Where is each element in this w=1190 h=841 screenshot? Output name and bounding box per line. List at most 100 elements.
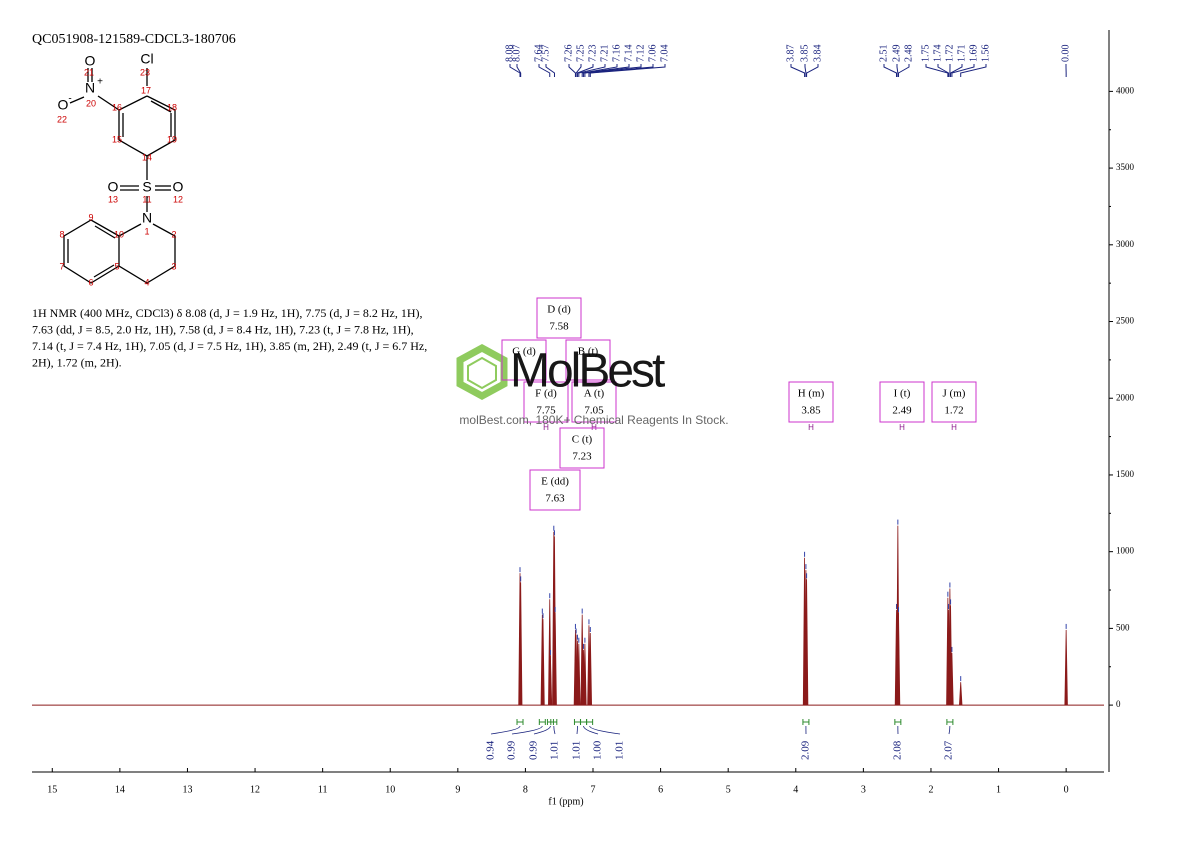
x-tick-label: 13 [182,784,192,795]
multiplet-box [788,381,834,423]
atom-label: 8 [59,229,64,239]
peak-label: 1.56 [980,45,991,63]
multiplet-label: A (t) [584,388,605,400]
atom-label: - [68,94,71,105]
multiplet-box [559,427,605,469]
peak [577,643,581,706]
peak-label: 1.69 [968,45,979,63]
atom-label: 19 [167,134,177,144]
peak-label-connector [509,64,521,77]
peak-label-connector [925,64,949,77]
multiplet-label: C (t) [572,434,593,446]
multiplet-label: H (m) [798,388,825,400]
peak-label: 2.48 [903,45,914,63]
integral-mark [946,719,954,725]
atom-label: 7 [59,261,64,271]
integral-mark [586,719,594,725]
x-tick-label: 9 [455,784,460,795]
nmr-description: 1H NMR (400 MHz, CDCl3) δ 8.08 (d, J = 1… [32,306,423,320]
atom-label: 12 [173,194,183,204]
peak-label-connector [951,64,975,77]
x-axis-label: f1 (ppm) [548,796,583,807]
atom-label: 17 [141,85,151,95]
multiplet-label: J (m) [943,388,966,400]
peak-label-connector [583,64,630,77]
x-tick-label: 8 [523,784,528,795]
x-tick-label: 6 [658,784,663,795]
peak-label: 7.57 [540,45,551,63]
peak-label: 7.21 [599,45,610,63]
peak-label: 7.04 [659,45,670,63]
atom-label: 9 [88,212,93,222]
peak-label: 2.51 [878,45,889,63]
peak-label: 1.71 [956,45,967,63]
multiplet-shift: 7.23 [572,451,592,463]
peak-label-connector [806,64,819,77]
x-tick-label: 15 [47,784,57,795]
peak-label-connector [516,64,522,77]
peak-label-connector [538,64,551,77]
atom-label: 21 [84,67,94,77]
peak-label-connector [581,64,618,77]
peak-label: 7.14 [623,45,634,63]
y-tick-label: 3500 [1116,162,1135,172]
peak [896,613,901,706]
atom-label: 22 [57,114,67,124]
atom-label: 13 [108,194,118,204]
multiplet-box [523,381,569,423]
integral-label: 1.01 [549,741,561,760]
peak-label-connector [575,64,582,77]
integral-mark [516,719,524,725]
atom-label: 1 [144,226,149,236]
integral-label: 1.01 [571,741,583,760]
peak-label: 7.16 [611,45,622,63]
integral-mark [802,719,810,725]
peak-label: 8.07 [511,45,522,63]
peak-label-connector [804,64,807,77]
multiplet-shift: 7.75 [536,405,556,417]
multiplet-box [879,381,925,423]
watermark-subtitle: molBest.com, 180K+ Chemical Reagents In … [459,413,728,427]
atom-label: 10 [114,229,124,239]
atom-label: 6 [88,277,93,287]
y-tick-label: 4000 [1116,85,1135,95]
multiplet-box [529,469,581,511]
peak-label: 8.08 [504,45,515,63]
peak-label-connector [898,64,910,77]
peak-label: 1.72 [944,45,955,63]
y-tick-label: 2000 [1116,392,1135,402]
atom-label: + [97,77,103,88]
peak [804,579,809,706]
multiplet-marker: H [951,423,957,432]
x-tick-label: 11 [318,784,328,795]
x-tick-label: 4 [793,784,798,795]
integral-label: 0.94 [485,740,497,760]
integral-mark [538,719,546,725]
atom-label: Cl [140,51,153,67]
integral-connector [511,725,543,735]
peak [950,652,954,706]
nmr-description: 7.63 (dd, J = 8.5, 2.0 Hz, 1H), 7.58 (d,… [32,322,414,336]
multiplet-label: B (t) [578,346,599,358]
integral-label: 1.01 [614,741,626,760]
multiplet-marker: H [808,423,814,432]
atom-label: 11 [142,194,151,204]
integral-label: 2.09 [800,740,812,760]
atom-label: 16 [112,102,122,112]
x-tick-label: 3 [861,784,866,795]
atom-label: 15 [112,134,122,144]
atom-label: S [142,179,151,195]
integral-connector [583,725,599,735]
chart-title: QC051908-121589-CDCL3-180706 [32,32,236,47]
peak-label: 7.25 [575,45,586,63]
multiplet-marker: H [543,423,549,432]
multiplet-label: D (d) [547,304,571,316]
integral-connector [533,725,551,735]
peak-label: 0.00 [1060,45,1071,63]
y-tick-label: 0 [1116,699,1121,709]
peak-label: 7.64 [533,45,544,63]
nmr-description: 2H), 1.72 (m, 2H). [32,355,122,369]
x-tick-label: 7 [591,784,596,795]
x-tick-label: 0 [1064,784,1069,795]
